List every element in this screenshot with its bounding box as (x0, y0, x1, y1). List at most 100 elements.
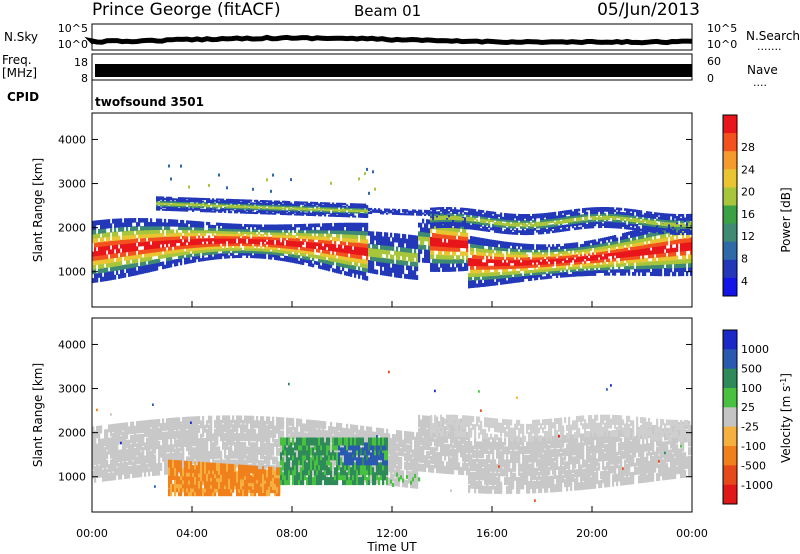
date-label: 05/Jun/2013 (597, 0, 700, 20)
power-cell (504, 271, 507, 276)
power-cell (318, 258, 321, 263)
power-cell (164, 197, 167, 200)
power-cell (294, 213, 297, 216)
power-cell (370, 239, 373, 245)
power-cell (364, 214, 367, 217)
power-cell (112, 218, 115, 224)
power-cell (560, 262, 563, 266)
power-cell (198, 247, 201, 251)
power-cell (200, 203, 203, 206)
power-cell (608, 253, 611, 257)
power-cell (238, 200, 241, 203)
power-cell (532, 256, 535, 261)
power-cell (586, 243, 589, 247)
power-cell (248, 203, 251, 206)
power-cell (458, 217, 461, 221)
power-cell (236, 228, 239, 232)
power-cell (286, 213, 289, 216)
power-cell (386, 254, 389, 259)
power-cell (526, 220, 529, 223)
power-cell (160, 196, 163, 199)
power-cell (246, 209, 249, 212)
power-cell (506, 271, 509, 276)
power-cell (482, 218, 485, 221)
power-cell (216, 248, 219, 252)
power-cell (398, 264, 401, 270)
power-cell (442, 225, 445, 231)
power-cell (538, 256, 541, 260)
power-cell (132, 267, 135, 272)
power-cell (328, 209, 331, 212)
power-cell (436, 246, 439, 251)
power-cell (342, 209, 345, 212)
power-cell (474, 213, 477, 216)
power-cell (94, 251, 97, 257)
power-cell (536, 264, 539, 268)
power-cell (214, 253, 217, 257)
power-cell (162, 236, 165, 241)
power-cell (254, 252, 257, 256)
power-cell (216, 238, 219, 242)
power-cell (620, 260, 623, 264)
power-cell (328, 206, 331, 209)
power-cell (642, 244, 645, 249)
power-cell (596, 264, 599, 268)
power-cell (452, 247, 455, 252)
power-cell (284, 211, 287, 214)
power-cell (570, 242, 573, 246)
power-cell (512, 248, 515, 252)
power-cell (542, 227, 545, 231)
power-cell (332, 209, 335, 212)
power-cell (440, 229, 443, 235)
power-cell (558, 217, 561, 221)
power-cell (178, 235, 181, 240)
power-cell (594, 239, 597, 243)
power-cell (550, 246, 553, 250)
power-cell (144, 241, 147, 246)
power-cell (178, 226, 181, 230)
power-cell (284, 229, 287, 233)
power-cell (376, 244, 379, 249)
power-cell (486, 282, 489, 287)
power-cell (148, 233, 151, 238)
power-cell (302, 212, 305, 215)
power-cell (638, 222, 641, 225)
power-cell (482, 255, 485, 260)
power-cell (446, 246, 449, 252)
power-cell (484, 241, 487, 246)
power-cell (280, 250, 283, 254)
power-cell (188, 250, 191, 255)
power-cell (228, 243, 231, 247)
power-cell (286, 206, 289, 209)
power-cell (222, 209, 225, 212)
power-cell (116, 231, 119, 237)
power-cell (448, 242, 451, 248)
power-cell (288, 248, 291, 252)
power-cell (624, 235, 627, 240)
power-cell (116, 235, 119, 241)
power-cell (560, 255, 563, 259)
power-cell (606, 266, 609, 271)
power-cell (524, 214, 527, 217)
power-cell (228, 198, 231, 201)
power-cell (382, 270, 385, 276)
power-cell (344, 213, 347, 216)
power-cell (470, 261, 473, 266)
power-cell (346, 234, 349, 239)
power-cell (558, 251, 561, 255)
power-cell (308, 253, 311, 258)
power-cell (366, 231, 369, 236)
power-cell (316, 207, 319, 210)
power-cell (358, 222, 361, 228)
power-cell (174, 239, 177, 244)
power-cell (168, 200, 171, 203)
power-cell (514, 213, 517, 217)
cpid-row: CPID twofsound 3501 (7, 80, 204, 110)
power-cell (122, 269, 125, 274)
power-cell (274, 254, 277, 258)
power-cell (504, 231, 507, 234)
power-cell (302, 213, 305, 216)
power-cell (546, 256, 549, 260)
power-cell (410, 243, 413, 249)
power-cell (290, 256, 293, 260)
